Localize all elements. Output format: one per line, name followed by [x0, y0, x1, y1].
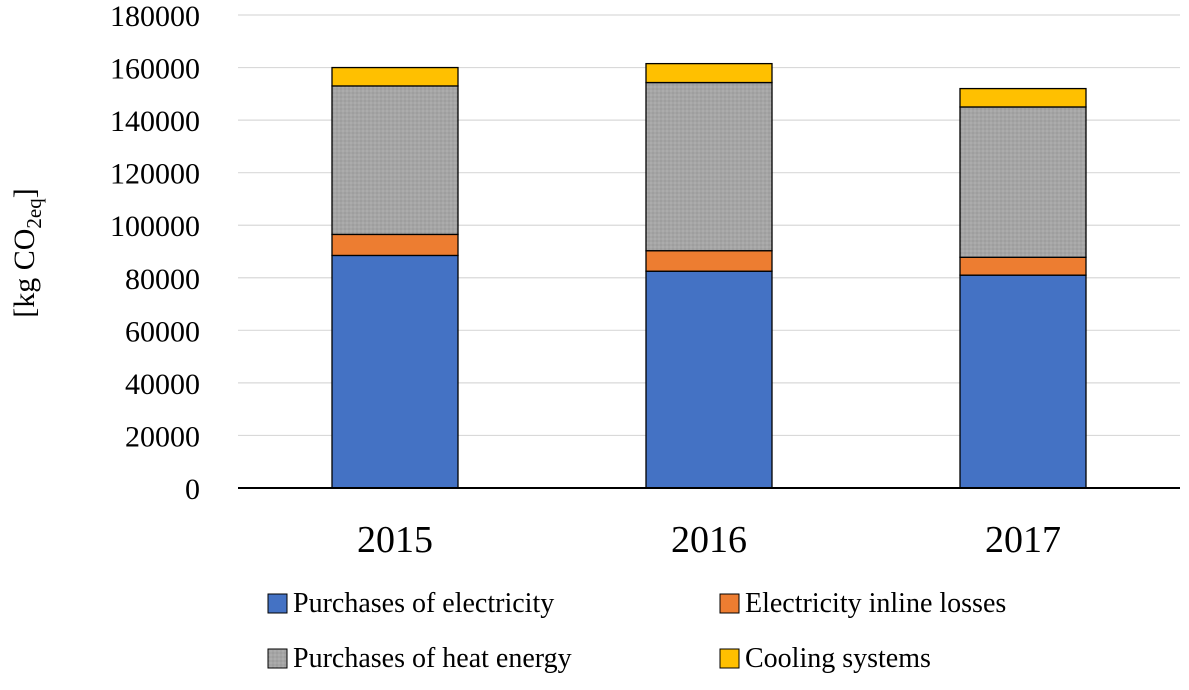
y-axis-label: [kg CO2eq]	[8, 188, 46, 318]
y-tick-label: 0	[185, 473, 200, 506]
y-tick-label: 40000	[125, 368, 200, 401]
y-tick-label: 140000	[110, 105, 200, 138]
legend-item: Purchases of electricity	[267, 588, 554, 619]
legend-swatch	[267, 593, 288, 614]
bars	[331, 62, 1087, 489]
y-tick-label: 100000	[110, 210, 200, 243]
y-tick-label: 80000	[125, 263, 200, 296]
bar-segment-electricity-inline-losses	[331, 233, 459, 257]
bar-segment-purchases-of-electricity	[959, 274, 1087, 489]
y-tick-label: 20000	[125, 420, 200, 453]
legend-label: Purchases of electricity	[293, 588, 554, 619]
bar-segment-cooling-systems	[645, 62, 773, 84]
legend: Purchases of electricity Electricity inli…	[267, 588, 1006, 674]
bar-segment-cooling-systems	[959, 87, 1087, 108]
bar-segment-purchases-of-heat-energy	[645, 81, 773, 252]
y-axis-title-close: ]	[8, 188, 41, 198]
bar-segment-electricity-inline-losses	[959, 256, 1087, 276]
x-tick-label: 2015	[357, 519, 433, 561]
x-axis-tick-labels: 2015 2016 2017	[357, 519, 1061, 561]
legend-swatch	[719, 593, 740, 614]
legend-item: Purchases of heat energy	[267, 643, 572, 674]
y-axis-tick-labels: 0 20000 40000 60000 80000 100000 120000 140000 1…	[110, 0, 200, 506]
legend-swatch	[267, 648, 288, 669]
y-tick-label: 120000	[110, 158, 200, 191]
bar-segment-purchases-of-heat-energy	[959, 106, 1087, 258]
y-tick-label: 180000	[110, 0, 200, 33]
y-tick-label: 60000	[125, 315, 200, 348]
bar-segment-purchases-of-electricity	[645, 270, 773, 489]
legend-label: Cooling systems	[745, 643, 931, 674]
legend-swatch	[719, 648, 740, 669]
x-tick-label: 2016	[671, 519, 747, 561]
legend-item: Cooling systems	[719, 643, 931, 674]
legend-label: Electricity inline losses	[745, 588, 1006, 619]
bar-segment-purchases-of-heat-energy	[331, 85, 459, 236]
y-axis-title-main: [kg CO	[8, 229, 41, 318]
bar-segment-electricity-inline-losses	[645, 250, 773, 272]
y-axis-title: [kg CO2eq]	[8, 188, 46, 318]
bar-segment-purchases-of-electricity	[331, 254, 459, 489]
y-tick-label: 160000	[110, 53, 200, 86]
legend-item: Electricity inline losses	[719, 588, 1006, 619]
x-tick-label: 2017	[985, 519, 1061, 561]
y-axis-title-subscript: 2eq	[22, 198, 46, 229]
bar-segment-cooling-systems	[331, 66, 459, 87]
legend-label: Purchases of heat energy	[293, 643, 572, 674]
